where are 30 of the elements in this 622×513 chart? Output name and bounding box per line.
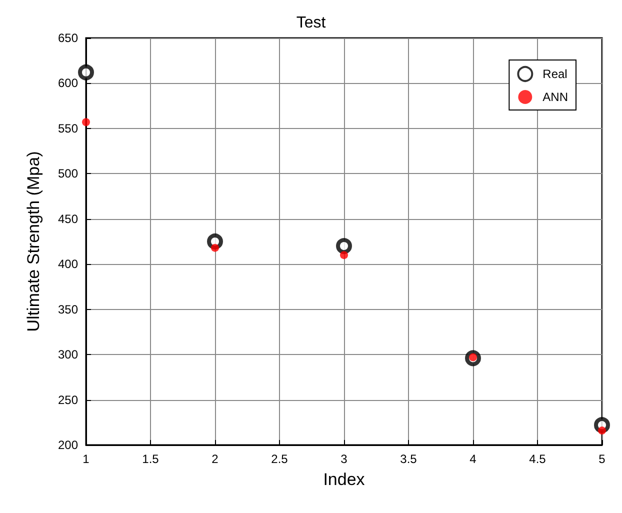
x-tick-label: 3	[340, 452, 348, 466]
point	[211, 244, 219, 252]
y-tick-label: 650	[58, 31, 78, 45]
y-tick-label: 200	[58, 438, 78, 452]
y-tick-label: 550	[58, 121, 78, 136]
legend-label: Real	[542, 67, 568, 81]
x-tick-label: 3.5	[400, 452, 418, 466]
legend-label: ANN	[542, 90, 568, 104]
x-tick-label: 2.5	[271, 452, 288, 466]
point	[78, 64, 94, 80]
x-tick-label: 1	[82, 452, 90, 466]
chart-title: Test	[296, 14, 326, 32]
y-tick-label: 450	[58, 212, 78, 226]
x-axis-title: Index	[323, 470, 366, 489]
x-tick-label: 2	[212, 452, 219, 466]
x-tick-label: 4.5	[529, 452, 546, 466]
y-tick-label: 500	[58, 166, 78, 181]
point	[82, 118, 90, 126]
x-tick-label: 4	[470, 452, 477, 466]
y-tick-label: 350	[58, 302, 78, 316]
y-axis-title: Ultimate Strength (Mpa)	[24, 151, 43, 332]
y-tick-label: 600	[58, 76, 78, 90]
point	[336, 238, 352, 254]
y-tick-label: 300	[58, 348, 78, 362]
point	[598, 426, 606, 435]
y-tick-label: 250	[58, 392, 78, 407]
x-tick-label: 1.5	[142, 452, 160, 466]
y-tick-label: 400	[58, 257, 78, 272]
point	[340, 251, 348, 260]
x-tick-label: 5	[598, 452, 606, 466]
